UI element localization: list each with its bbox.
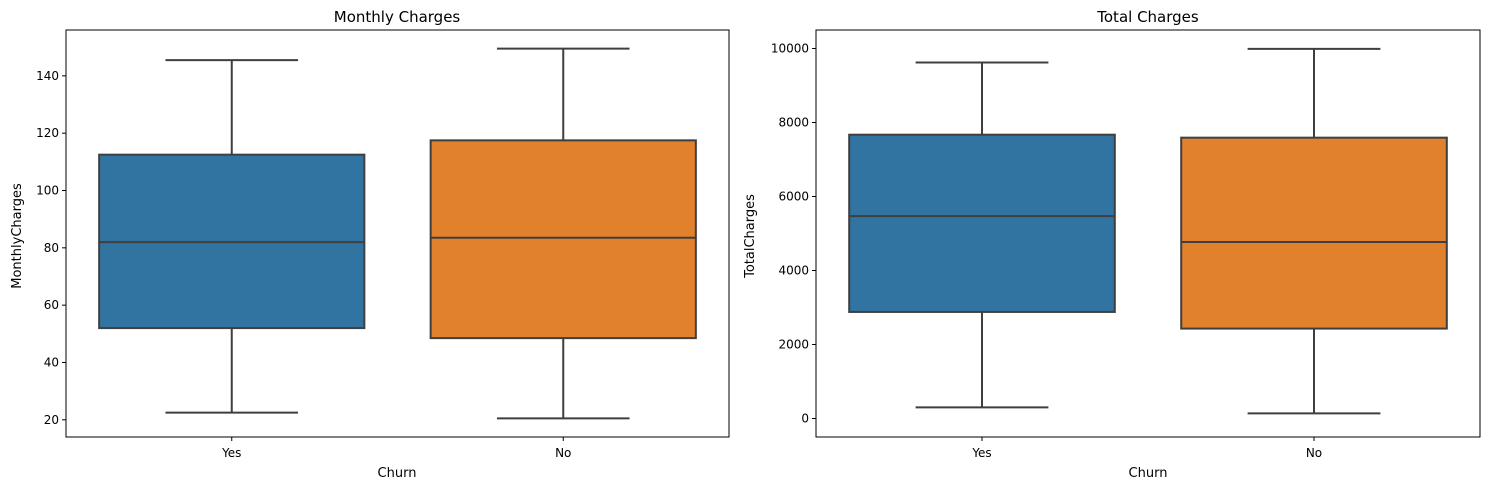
x-tick-label: Yes bbox=[971, 446, 991, 460]
y-tick-label: 100 bbox=[36, 184, 59, 198]
y-tick-label: 8000 bbox=[778, 116, 809, 130]
box-yes bbox=[848, 133, 1116, 313]
box-no bbox=[429, 139, 697, 340]
y-axis-label: MonthlyCharges bbox=[10, 183, 25, 289]
y-tick-label: 10000 bbox=[771, 42, 809, 56]
axes-frame bbox=[65, 29, 730, 438]
x-axis-label: Churn bbox=[378, 466, 417, 481]
x-tick-label: No bbox=[555, 446, 571, 460]
chart-total-charges: Total Charges Churn TotalCharges 0 2000 40… bbox=[743, 8, 1481, 481]
x-tick-label: Yes bbox=[221, 446, 241, 460]
y-tick-label: 20 bbox=[44, 413, 59, 427]
y-tick-label: 0 bbox=[801, 412, 809, 426]
y-tick-label: 4000 bbox=[778, 264, 809, 278]
y-tick-label: 80 bbox=[44, 241, 59, 255]
plot-area: 0 2000 4000 6000 8000 10000 Yes No bbox=[771, 29, 1481, 460]
y-axis-label: TotalCharges bbox=[743, 194, 758, 279]
x-tick-label: No bbox=[1306, 446, 1322, 460]
y-tick-label: 40 bbox=[44, 355, 59, 369]
axes-frame bbox=[815, 29, 1481, 438]
chart-title: Total Charges bbox=[1096, 8, 1199, 26]
y-tick-label: 140 bbox=[36, 69, 59, 83]
chart-monthly-charges: Monthly Charges Churn MonthlyCharges 20 4… bbox=[10, 8, 730, 481]
chart-title: Monthly Charges bbox=[334, 8, 461, 26]
box-no bbox=[1180, 136, 1448, 330]
y-tick-label: 6000 bbox=[778, 190, 809, 204]
x-axis-label: Churn bbox=[1129, 466, 1168, 481]
y-tick-label: 60 bbox=[44, 298, 59, 312]
plot-area: 20 40 60 80 100 120 140 Yes No bbox=[36, 29, 730, 460]
y-tick-label: 2000 bbox=[778, 338, 809, 352]
y-tick-label: 120 bbox=[36, 126, 59, 140]
